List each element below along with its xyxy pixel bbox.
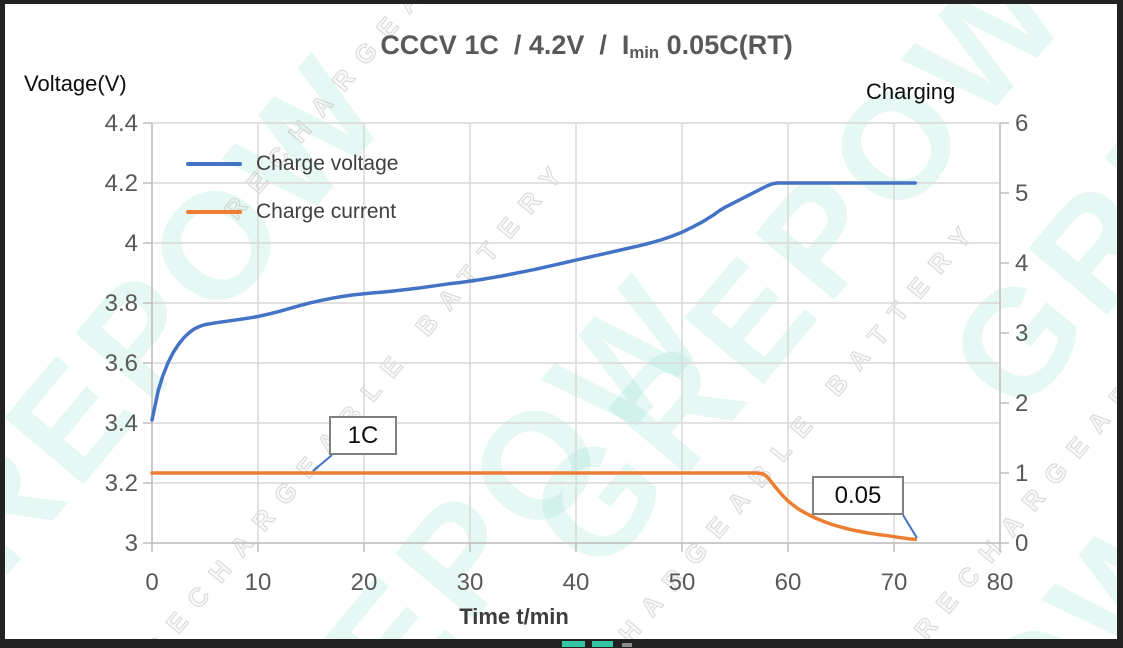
grepow-logo-fragment [592, 641, 613, 647]
x-axis-tick-label: 10 [245, 569, 272, 596]
frame-border [0, 639, 1123, 648]
frame-border [0, 0, 5, 648]
right-axis-title: Charging [866, 79, 956, 104]
right-axis-tick-label: 6 [1015, 110, 1028, 137]
left-axis-tick-label: 4.4 [105, 110, 138, 137]
grepow-logo-fragment [562, 641, 585, 647]
right-axis-tick-label: 2 [1015, 390, 1028, 417]
legend-item-charge-voltage: Charge voltage [186, 150, 398, 178]
charge-current-line-swatch [186, 210, 242, 214]
left-axis-tick-label: 3 [125, 530, 138, 557]
chart-title: CCCV 1C / 4.2V / Imin 0.05C(RT) [50, 30, 1123, 63]
legend: Charge voltage Charge current [186, 150, 398, 246]
x-axis-tick-label: 70 [881, 569, 908, 596]
charge-voltage-line-swatch [186, 162, 242, 166]
left-axis-tick-label: 3.6 [105, 350, 138, 377]
left-axis-title: Voltage(V) [24, 71, 127, 96]
left-axis-tick-label: 3.2 [105, 470, 138, 497]
right-axis-tick-label: 3 [1015, 320, 1028, 347]
callout-connector-line [902, 514, 918, 539]
x-axis-tick-label: 20 [351, 569, 378, 596]
series-line-charge-current [150, 471, 917, 542]
frame-border [0, 0, 1123, 4]
x-axis-title: Time t/min [459, 604, 569, 629]
right-axis-tick-label: 1 [1015, 460, 1028, 487]
right-axis-tick-label: 5 [1015, 180, 1028, 207]
legend-label: Charge current [256, 200, 397, 223]
chart-title-prefix: CCCV 1C / 4.2V / I [380, 30, 630, 60]
callout-connector-line [312, 454, 333, 472]
legend-label: Charge voltage [256, 152, 399, 175]
x-axis-tick-label: 80 [987, 569, 1014, 596]
left-axis-tick-label: 3.8 [105, 290, 138, 317]
x-axis-tick-label: 50 [669, 569, 696, 596]
right-axis-tick-label: 4 [1015, 250, 1028, 277]
right-axis-tick-label: 0 [1015, 530, 1028, 557]
chart-title-subscript: min [629, 43, 660, 63]
callout-box-0-05: 0.05 [812, 476, 904, 515]
left-axis-tick-label: 3.4 [105, 410, 138, 437]
chart-title-suffix: 0.05C(RT) [659, 30, 793, 60]
x-axis-tick-label: 60 [775, 569, 802, 596]
legend-item-charge-current: Charge current [186, 198, 398, 226]
x-axis-tick-label: 40 [563, 569, 590, 596]
x-axis-tick-label: 30 [457, 569, 484, 596]
frame-border [1117, 0, 1123, 648]
x-axis-tick-label: 0 [145, 569, 158, 596]
callout-box-1c: 1C [329, 416, 397, 455]
left-axis-tick-label: 4 [125, 230, 138, 257]
grepow-logo-fragment [622, 643, 632, 647]
left-axis-tick-label: 4.2 [105, 170, 138, 197]
series-line-charge-voltage [150, 181, 917, 422]
